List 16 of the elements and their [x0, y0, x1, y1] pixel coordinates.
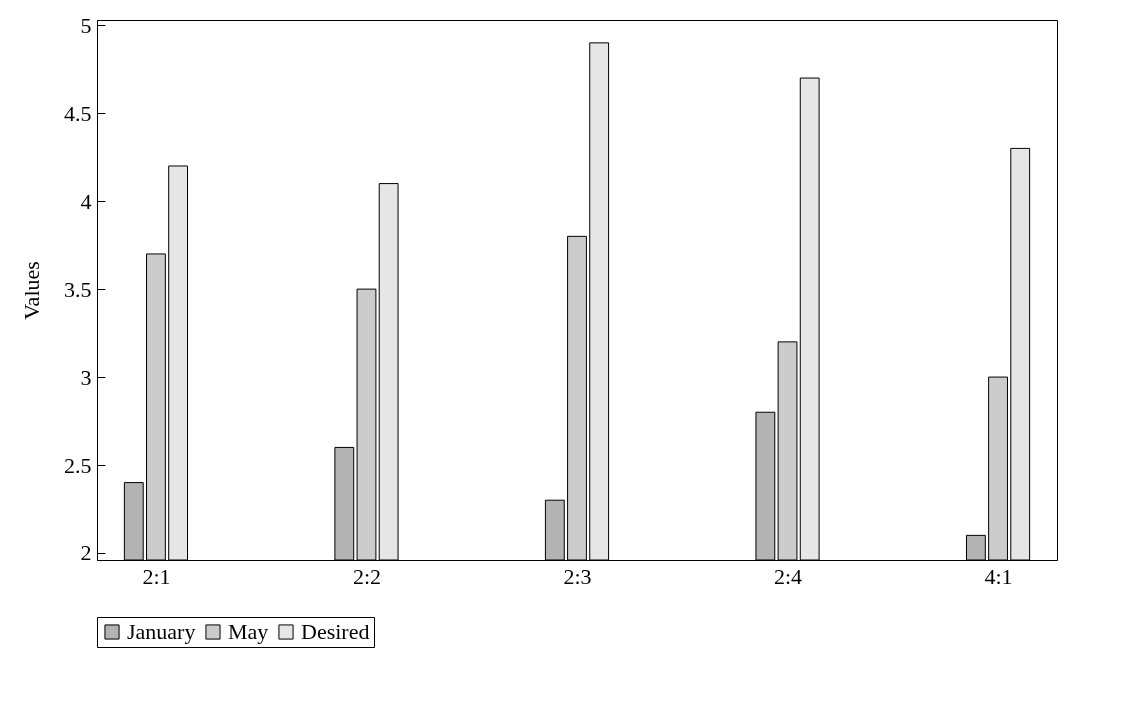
- y-tick-label: 3.5: [64, 276, 92, 302]
- y-tick-label: 2: [80, 540, 92, 566]
- x-tick-label: 4:1: [984, 563, 1013, 589]
- y-tick-label: 3: [80, 364, 92, 390]
- legend-label: May: [228, 619, 269, 644]
- y-axis-title: Values: [19, 261, 44, 320]
- legend-label: January: [127, 619, 196, 644]
- legend-label: Desired: [301, 619, 370, 644]
- x-tick-label: 2:1: [142, 563, 171, 589]
- x-tick-label: 2:4: [773, 563, 803, 589]
- y-tick-label: 4: [80, 188, 92, 214]
- x-tick-label: 2:2: [352, 563, 382, 589]
- y-tick-label: 2.5: [64, 452, 92, 478]
- y-tick-label: 4.5: [64, 100, 92, 126]
- x-tick-label: 2:3: [563, 563, 592, 589]
- y-tick-label: 5: [80, 12, 92, 38]
